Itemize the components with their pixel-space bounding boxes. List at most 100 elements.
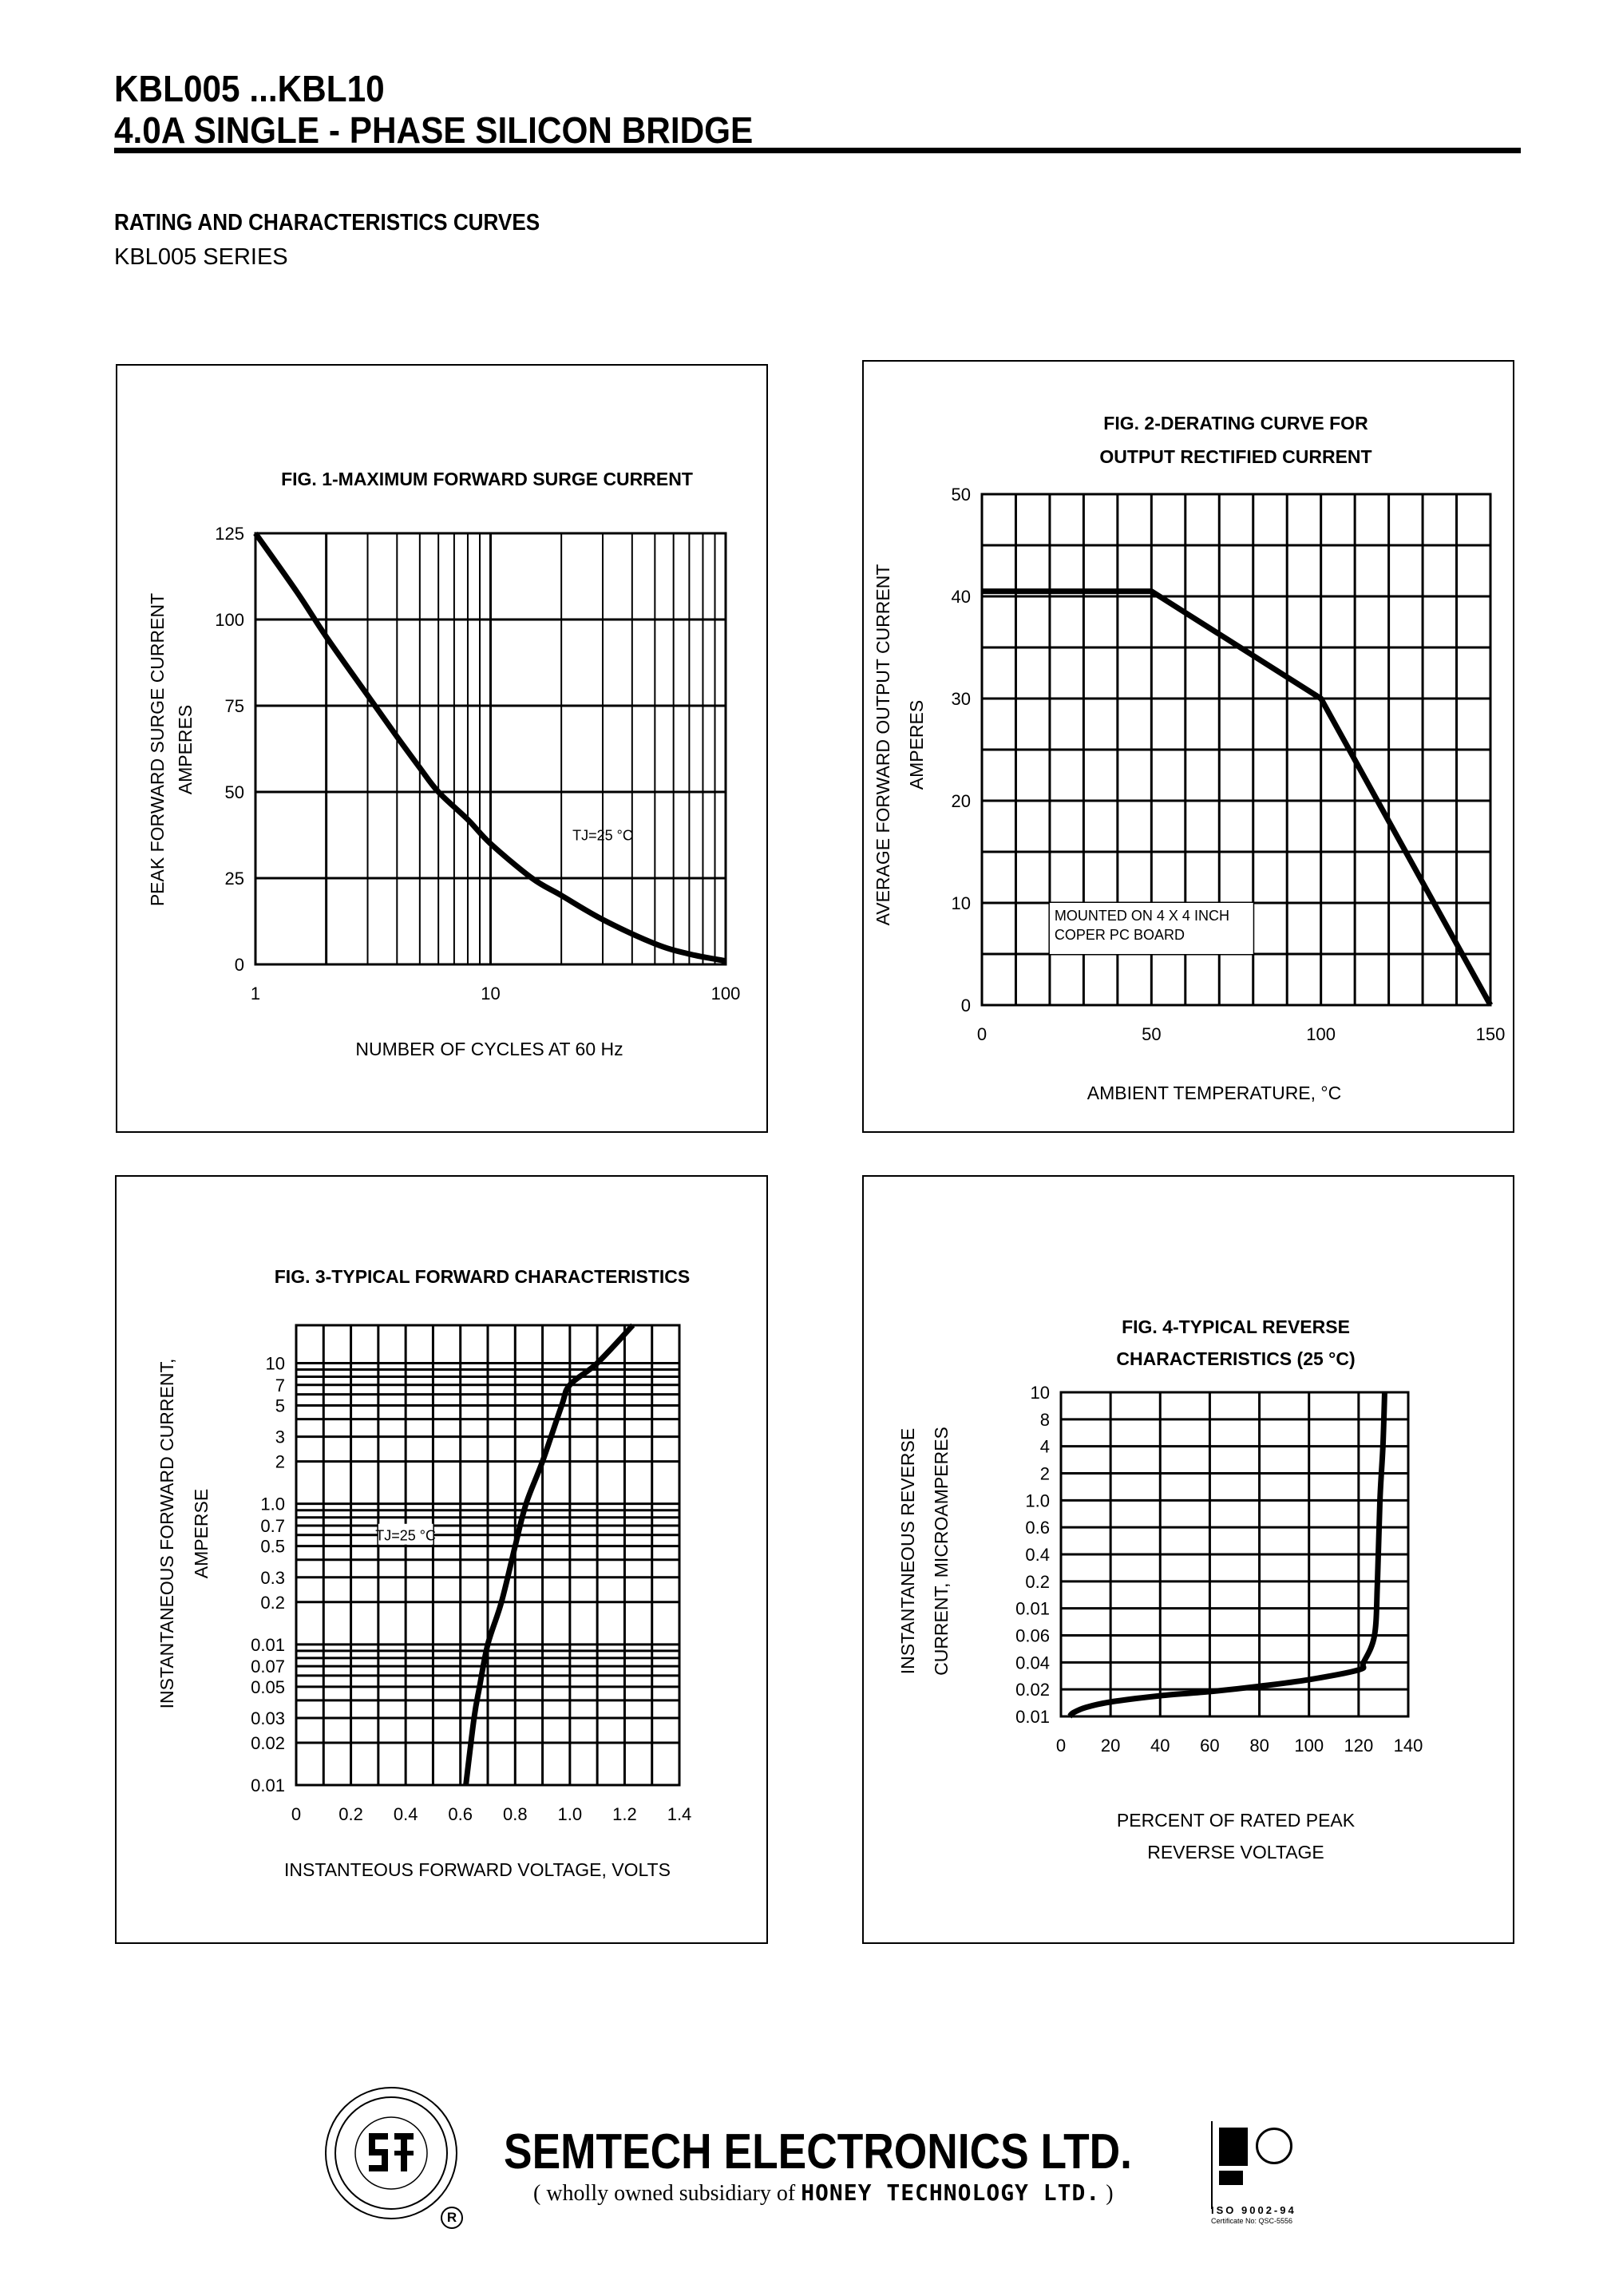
- x-tick-label: 120: [1344, 1736, 1373, 1756]
- fig4-title-1: FIG. 4-TYPICAL REVERSE: [1122, 1316, 1350, 1337]
- fig2-frame: [862, 360, 1514, 1133]
- x-tick-label: 60: [1200, 1736, 1219, 1756]
- series-label: KBL005 SERIES: [114, 244, 288, 270]
- x-tick-label: 0.6: [448, 1804, 473, 1824]
- x-tick-label: 40: [1150, 1736, 1170, 1756]
- subsidiary-prefix: ( wholly owned subsidiary of: [533, 2181, 796, 2206]
- y-tick-label: 0.7: [260, 1516, 285, 1536]
- fig3-frame: [115, 1175, 768, 1944]
- section-heading: RATING AND CHARACTERISTICS CURVES: [114, 210, 540, 236]
- part-range-title: KBL005 ...KBL10: [114, 68, 385, 109]
- certification-seal-icon: [1256, 2128, 1292, 2164]
- y-tick-label: 0.2: [1025, 1572, 1050, 1592]
- x-tick-label: 80: [1249, 1736, 1269, 1756]
- y-tick-label: 20: [952, 791, 971, 811]
- fig1-panel: FIG. 1-MAXIMUM FORWARD SURGE CURRENT PEA…: [116, 364, 768, 1133]
- fig4-ylabel-1: INSTANTANEOUS REVERSE: [897, 1428, 918, 1674]
- y-tick-label: 0.05: [251, 1677, 285, 1697]
- y-tick-label: 0.02: [251, 1733, 285, 1753]
- y-tick-label: 0.01: [251, 1775, 285, 1795]
- y-tick-label: 75: [225, 696, 244, 716]
- data-curve: [982, 588, 1494, 1007]
- fig2-title-1: FIG. 2-DERATING CURVE FOR: [1103, 413, 1368, 433]
- x-tick-label: 50: [1142, 1024, 1161, 1044]
- x-tick-label: 0: [1056, 1736, 1066, 1756]
- x-tick-label: 1.4: [667, 1804, 692, 1824]
- plot-frame: [1059, 1391, 1410, 1718]
- y-tick-label: 2: [275, 1452, 285, 1472]
- title-rule: [114, 148, 1521, 153]
- data-curve: [253, 531, 726, 964]
- semtech-logo: [325, 2087, 457, 2219]
- fig2-ylabel-2: AMPERES: [906, 700, 927, 790]
- fig1-title: FIG. 1-MAXIMUM FORWARD SURGE CURRENT: [281, 469, 693, 489]
- y-tick-label: 0: [961, 996, 971, 1015]
- x-tick-label: 1: [251, 984, 260, 1004]
- certification-mark-icon: [1219, 2128, 1248, 2166]
- x-tick-label: 0: [291, 1804, 301, 1824]
- plot-frame: [254, 532, 727, 966]
- y-tick-label: 0: [235, 955, 244, 975]
- y-tick-label: 1.0: [260, 1494, 285, 1514]
- fig4-title-2: CHARACTERISTICS (25 °C): [1116, 1348, 1355, 1369]
- y-tick-label: 0.02: [1015, 1680, 1050, 1700]
- y-tick-label: 10: [1031, 1383, 1050, 1403]
- y-tick-label: 5: [275, 1396, 285, 1416]
- fig1-annotation: TJ=25 °C: [572, 827, 633, 843]
- y-tick-label: 0.01: [1015, 1707, 1050, 1727]
- x-tick-label: 1.2: [612, 1804, 637, 1824]
- x-tick-label: 140: [1394, 1736, 1423, 1756]
- fig3-title: FIG. 3-TYPICAL FORWARD CHARACTERISTICS: [275, 1266, 691, 1287]
- fig4-frame: [862, 1175, 1514, 1944]
- y-tick-label: 0.3: [260, 1568, 285, 1588]
- product-title: 4.0A SINGLE - PHASE SILICON BRIDGE: [114, 109, 754, 151]
- y-tick-label: 0.01: [1015, 1599, 1050, 1619]
- fig2-ylabel-1: AVERAGE FORWARD OUTPUT CURRENT: [873, 564, 893, 926]
- y-tick-label: 50: [952, 485, 971, 505]
- y-tick-label: 0.04: [1015, 1653, 1050, 1673]
- data-curve: [463, 1323, 635, 1786]
- y-tick-label: 0.01: [251, 1635, 285, 1655]
- x-tick-label: 100: [711, 984, 741, 1004]
- y-tick-label: 0.06: [1015, 1626, 1050, 1646]
- fig4-ylabel-2: CURRENT, MICROAMPERES: [931, 1427, 952, 1676]
- plot-frame: [295, 1324, 681, 1787]
- fig3-panel: FIG. 3-TYPICAL FORWARD CHARACTERISTICS I…: [115, 1175, 768, 1944]
- iso-text: ISO 9002-94: [1211, 2204, 1296, 2216]
- y-tick-label: 2: [1040, 1464, 1050, 1484]
- fig1-xlabel: NUMBER OF CYCLES AT 60 Hz: [355, 1039, 623, 1059]
- registered-mark: R: [441, 2207, 463, 2229]
- fig4-xlabel-1: PERCENT OF RATED PEAK: [1117, 1810, 1356, 1831]
- x-tick-label: 150: [1476, 1024, 1506, 1044]
- y-tick-label: 4: [1040, 1437, 1050, 1457]
- y-tick-label: 30: [952, 689, 971, 709]
- fig1-ylabel-1: PEAK FORWARD SURGE CURRENT: [147, 593, 168, 906]
- x-tick-label: 1.0: [558, 1804, 583, 1824]
- x-tick-label: 100: [1306, 1024, 1336, 1044]
- fig2-title-2: OUTPUT RECTIFIED CURRENT: [1099, 446, 1371, 467]
- annotation-box: [378, 1523, 433, 1545]
- subsidiary-line: ( wholly owned subsidiary of HONEY TECHN…: [533, 2179, 1114, 2207]
- y-tick-label: 0.2: [260, 1593, 285, 1613]
- fig2-annotation-line: MOUNTED ON 4 X 4 INCH: [1055, 908, 1229, 924]
- fig4-xlabel-2: REVERSE VOLTAGE: [1147, 1842, 1324, 1863]
- y-tick-label: 8: [1040, 1410, 1050, 1430]
- fig3-ylabel-1: INSTANTANEOUS FORWARD CURRENT,: [156, 1359, 177, 1709]
- fig3-ylabel-2: AMPERSE: [191, 1489, 212, 1578]
- y-tick-label: 0.4: [1025, 1545, 1050, 1565]
- y-tick-label: 0.6: [1025, 1518, 1050, 1538]
- plot-frame: [980, 493, 1492, 1007]
- y-tick-label: 10: [266, 1353, 285, 1373]
- fig3-annotation: TJ=25 °C: [375, 1528, 436, 1544]
- company-name: SEMTECH ELECTRONICS LTD.: [504, 2124, 1132, 2179]
- fig4-panel: FIG. 4-TYPICAL REVERSE CHARACTERISTICS (…: [862, 1175, 1514, 1944]
- y-tick-label: 40: [952, 587, 971, 607]
- x-tick-label: 10: [481, 984, 500, 1004]
- fig3-xlabel: INSTANTEOUS FORWARD VOLTAGE, VOLTS: [284, 1859, 671, 1880]
- y-tick-label: 125: [215, 524, 244, 544]
- fig2-xlabel: AMBIENT TEMPERATURE, °C: [1087, 1083, 1341, 1103]
- x-tick-label: 0.4: [394, 1804, 418, 1824]
- x-tick-label: 0.2: [338, 1804, 363, 1824]
